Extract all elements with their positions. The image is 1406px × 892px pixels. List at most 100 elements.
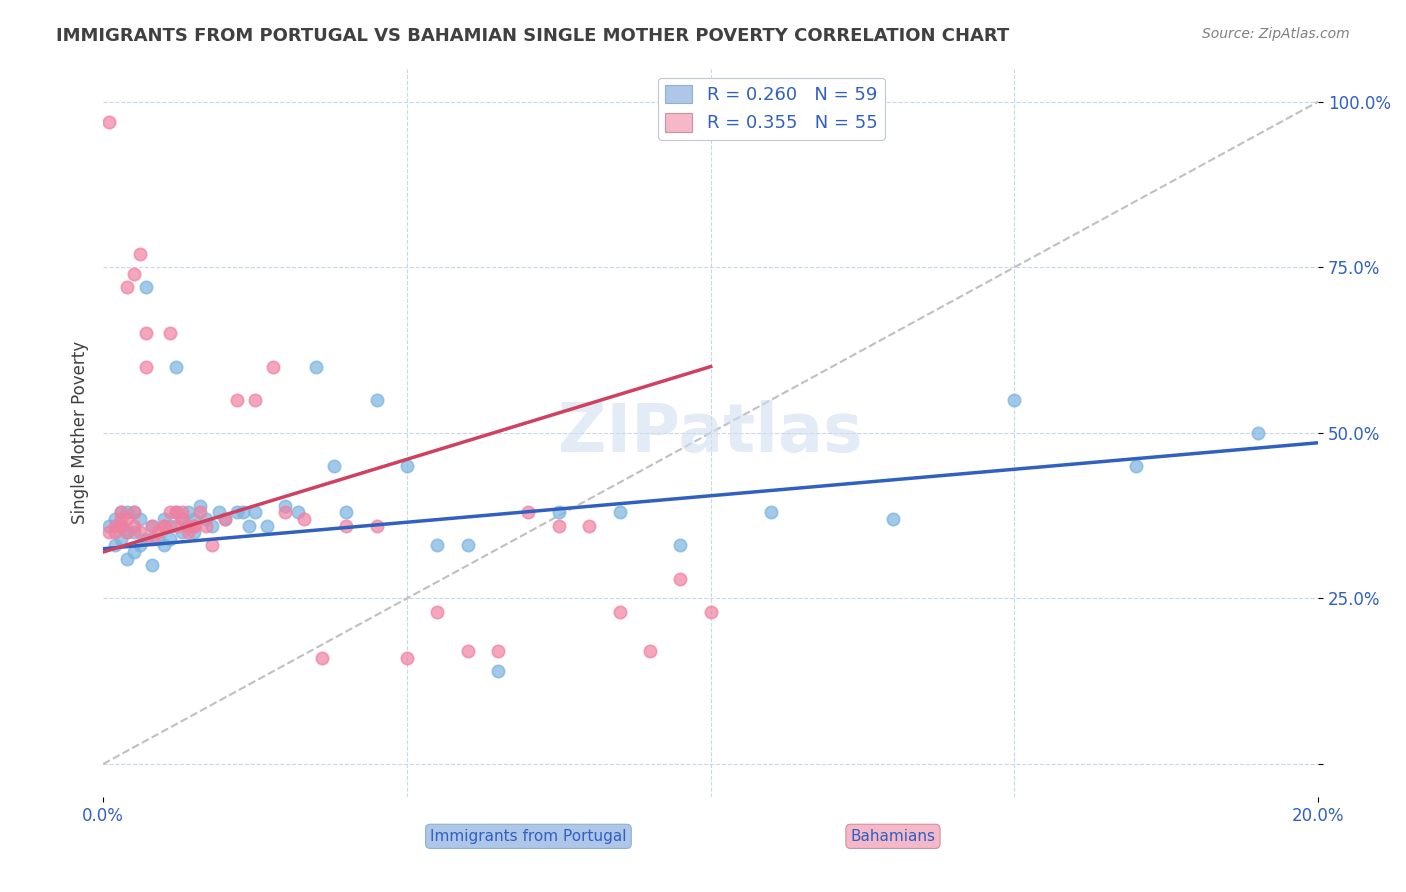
Point [188,505,211,519]
Point [159,505,181,519]
Point [117,512,139,526]
Point [110,505,132,519]
Point [135,280,157,294]
Point [183,512,205,526]
Point [122,505,145,519]
Point [882,512,904,526]
Point [135,326,157,341]
Point [165,505,187,519]
Point [335,518,357,533]
Point [177,518,200,533]
Text: Source: ZipAtlas.com: Source: ZipAtlas.com [1202,27,1350,41]
Text: ZIPatlas: ZIPatlas [558,400,863,466]
Point [110,518,132,533]
Point [1004,392,1026,407]
Point [104,538,127,552]
Point [146,532,169,546]
Point [159,326,181,341]
Point [201,538,224,552]
Text: IMMIGRANTS FROM PORTUGAL VS BAHAMIAN SINGLE MOTHER POVERTY CORRELATION CHART: IMMIGRANTS FROM PORTUGAL VS BAHAMIAN SIN… [56,27,1010,45]
Point [159,518,181,533]
Point [110,532,132,546]
Point [609,505,631,519]
Point [225,505,247,519]
Point [1125,458,1147,473]
Point [486,665,509,679]
Point [547,505,569,519]
Point [141,532,163,546]
Point [110,505,132,519]
Point [135,532,157,546]
Point [172,512,194,526]
Point [335,505,357,519]
Point [122,545,145,559]
Point [457,538,479,552]
Point [547,518,569,533]
Point [177,505,200,519]
Point [165,518,187,533]
Point [146,525,169,540]
Point [104,512,127,526]
Point [395,651,418,665]
Point [183,525,205,540]
Point [122,518,145,533]
Point [195,518,218,533]
Point [141,518,163,533]
Point [135,359,157,374]
Point [214,512,236,526]
Point [457,644,479,658]
Point [395,458,418,473]
Point [172,525,194,540]
Point [122,525,145,540]
Point [578,518,600,533]
Point [366,392,388,407]
Point [669,572,692,586]
Point [128,512,150,526]
Point [323,458,346,473]
Text: Immigrants from Portugal: Immigrants from Portugal [430,829,627,844]
Point [117,505,139,519]
Point [262,359,284,374]
Point [104,518,127,533]
Point [104,525,127,540]
Point [238,518,260,533]
Point [128,247,150,261]
Point [486,644,509,658]
Point [232,505,254,519]
Point [195,512,218,526]
Point [609,605,631,619]
Point [761,505,783,519]
Point [122,267,145,281]
Point [274,505,297,519]
Point [128,525,150,540]
Point [98,518,121,533]
Point [188,499,211,513]
Point [699,605,721,619]
Point [669,538,692,552]
Point [517,505,540,519]
Point [183,518,205,533]
Point [214,512,236,526]
Point [243,505,266,519]
Point [207,505,229,519]
Point [159,532,181,546]
Point [98,525,121,540]
Point [98,114,121,128]
Point [1246,425,1268,440]
Point [153,538,176,552]
Point [117,551,139,566]
Point [117,280,139,294]
Point [117,525,139,540]
Point [366,518,388,533]
Point [305,359,328,374]
Point [201,518,224,533]
Point [141,518,163,533]
Y-axis label: Single Mother Poverty: Single Mother Poverty [72,342,89,524]
Point [110,518,132,533]
Point [274,499,297,513]
Point [122,505,145,519]
Point [117,525,139,540]
Point [128,538,150,552]
Point [426,538,449,552]
Point [141,558,163,573]
